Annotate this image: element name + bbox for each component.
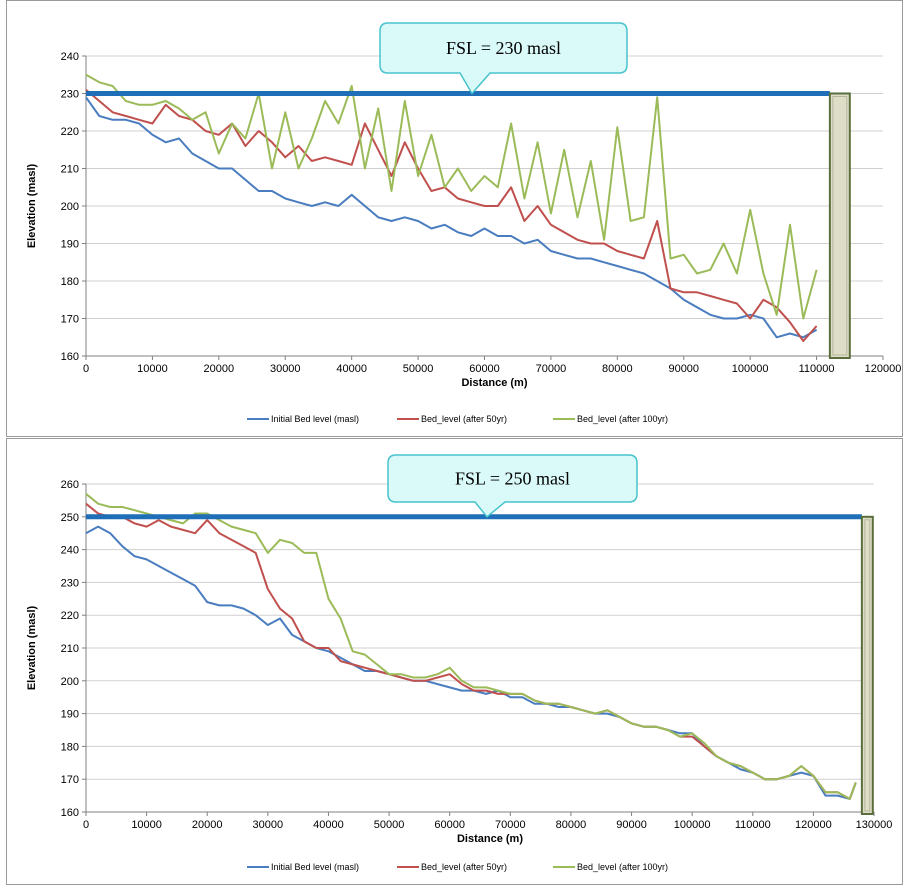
chart-2-x-tick-label: 60000	[434, 819, 465, 831]
chart-2-y-tick-label: 160	[61, 807, 79, 819]
chart-2-x-tick-label: 110000	[735, 819, 771, 831]
chart-1-y-axis-title: Elevation (masl)	[26, 163, 38, 248]
chart-1-dam-structure	[828, 92, 851, 359]
chart-1-y-tick-label: 210	[61, 164, 79, 176]
chart-2-x-tick-label: 90000	[616, 819, 647, 831]
chart-1-x-tick-label: 40000	[336, 363, 367, 375]
chart-1-x-tick-label: 30000	[270, 363, 301, 375]
chart-1-series-line-2	[85, 89, 818, 342]
chart-1-x-tick-label: 70000	[536, 363, 567, 375]
chart-2-svg: 160 170 180 190 200 210 220 230 240 250 260 0 10000 2…	[26, 454, 893, 872]
chart-2-x-tick-label: 0	[83, 819, 89, 831]
chart-1-legend-label-1: Initial Bed level (masl)	[271, 414, 359, 424]
chart-2-y-tick-label: 230	[61, 577, 79, 589]
chart-1-y-tick-label: 200	[61, 201, 79, 213]
chart-1-x-tick-label: 20000	[204, 363, 235, 375]
chart-2-x-axis-title: Distance (m)	[457, 833, 523, 845]
chart-1-fsl-callout	[379, 22, 628, 95]
chart-1-x-tick-label: 90000	[668, 363, 699, 375]
chart-2-x-tick-label: 80000	[556, 819, 587, 831]
chart-2-y-tick-label: 220	[61, 610, 79, 622]
chart-2-dam-structure	[860, 515, 874, 816]
chart-1-fsl-callout-text: FSL = 230 masl	[446, 38, 561, 58]
chart-2-y-tick-label: 180	[61, 741, 79, 753]
chart-1-y-tick-label: 220	[61, 126, 79, 138]
chart-2-x-tick-label: 20000	[192, 819, 223, 831]
chart-2-y-axis-title: Elevation (masl)	[26, 605, 38, 690]
chart-2-x-tick-label: 50000	[374, 819, 405, 831]
chart-2-y-tick-label: 190	[61, 709, 79, 721]
chart-2-y-tick-label: 250	[61, 512, 79, 524]
chart-1-x-tick-label: 0	[83, 363, 89, 375]
chart-1-dam-bevel	[832, 96, 848, 356]
chart-2-fsl-callout-text: FSL = 250 masl	[455, 469, 570, 489]
chart-2-x-tick-label: 120000	[795, 819, 832, 831]
chart-1-y-tick-label: 170	[61, 314, 79, 326]
chart-2-y-tick-label: 210	[61, 643, 79, 655]
chart-2-x-tick-label: 100000	[674, 819, 711, 831]
chart-2-series-line-3	[85, 493, 857, 800]
chart-panel-2: 160 170 180 190 200 210 220 230 240 250 260 0 10000 2…	[6, 438, 903, 885]
chart-2-x-tick-label: 10000	[131, 819, 162, 831]
chart-1-y-tick-label: 230	[61, 89, 79, 101]
chart-2-y-tick-label: 170	[61, 774, 79, 786]
chart-1-x-axis-title: Distance (m)	[461, 377, 527, 389]
chart-1-y-tick-label: 240	[61, 51, 79, 63]
chart-1-series-line-1	[85, 96, 818, 339]
chart-1-x-tick-label: 50000	[403, 363, 434, 375]
chart-2-legend-label-2: Bed_level (after 50yr)	[421, 862, 507, 872]
chart-1-x-tick-label: 110000	[799, 363, 835, 375]
chart-1-svg: 160 170 180 190 200 210 220 230 240 0 10000 20000 30…	[26, 22, 902, 424]
chart-2-fsl-callout	[387, 454, 638, 518]
chart-2-series-line-1	[85, 525, 857, 800]
chart-2-x-tick-label: 30000	[253, 819, 284, 831]
chart-1-x-tick-label: 100000	[732, 363, 769, 375]
chart-2-x-tick-label: 40000	[313, 819, 344, 831]
chart-1-y-tick-label: 190	[61, 239, 79, 251]
chart-2-y-tick-label: 240	[61, 545, 79, 557]
chart-1-x-tick-label: 80000	[602, 363, 633, 375]
chart-1-legend-label-3: Bed_level (after 100yr)	[577, 414, 668, 424]
chart-2-legend-label-1: Initial Bed level (masl)	[271, 862, 359, 872]
chart-panel-1: 160 170 180 190 200 210 220 230 240 0 10000 20000 30…	[6, 0, 903, 437]
chart-1-y-tick-label: 180	[61, 276, 79, 288]
chart-1-x-tick-label: 60000	[469, 363, 500, 375]
chart-1-y-tick-label: 160	[61, 351, 79, 363]
chart-2-legend-label-3: Bed_level (after 100yr)	[577, 862, 668, 872]
chart-2-x-tick-label: 130000	[856, 819, 893, 831]
chart-1-x-tick-label: 120000	[865, 363, 902, 375]
chart-1-legend-label-2: Bed_level (after 50yr)	[421, 414, 507, 424]
chart-2-y-tick-label: 200	[61, 676, 79, 688]
chart-1-x-tick-label: 10000	[137, 363, 168, 375]
chart-2-y-tick-label: 260	[61, 479, 79, 491]
chart-1-series-line-3	[85, 73, 818, 320]
chart-2-series-line-2	[85, 502, 857, 800]
chart-2-dam-bevel	[864, 519, 871, 812]
chart-2-x-tick-label: 70000	[495, 819, 526, 831]
